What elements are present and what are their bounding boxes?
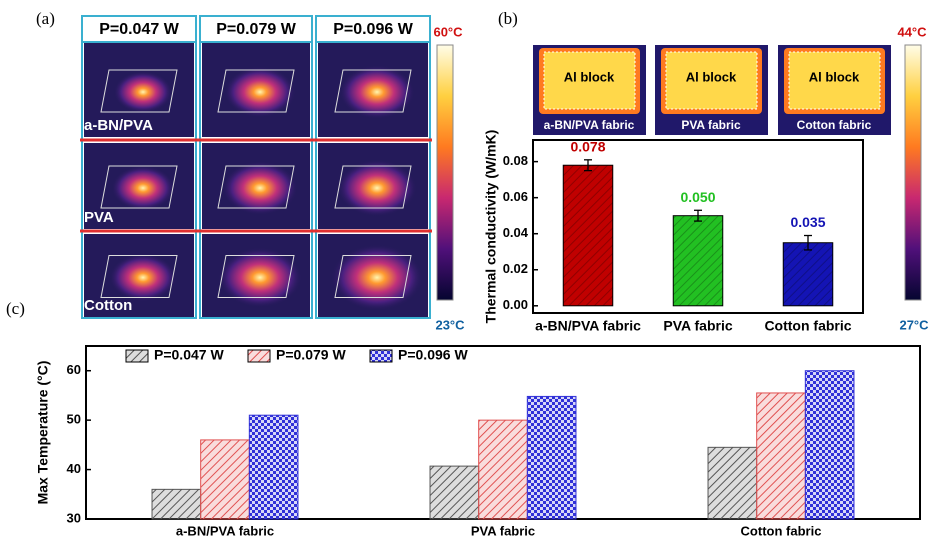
colorbar-min: 23°C [435,317,465,332]
hot-spot [222,161,298,215]
legend-label: P=0.096 W [398,347,468,363]
hot-spot [224,66,296,118]
legend-swatch [125,349,149,363]
error-bar [694,209,702,222]
bar [429,465,480,520]
bar [200,439,250,520]
x-tick-label: Cotton fabric [741,523,822,538]
column-header: P=0.079 W [216,21,297,38]
al-block [665,51,758,110]
error-bar [804,234,812,251]
y-tick-label: 0.00 [503,297,528,312]
image-label: Cotton fabric [797,118,872,132]
bar [707,446,758,520]
block-label: Al block [809,69,860,84]
sample-outline [217,255,295,298]
panel-label: (a) [36,9,55,28]
block-label: Al block [564,69,615,84]
column-header: P=0.047 W [99,21,180,38]
y-tick-label: 40 [67,461,81,476]
al-block [788,51,881,110]
sample-outline [217,69,295,113]
bar [672,215,724,307]
column-header-box [315,15,431,43]
y-tick-label: 30 [67,510,81,525]
y-tick-label: 0.08 [503,153,528,168]
y-tick-label: 60 [67,362,81,377]
bar [782,242,834,307]
bar [248,414,299,520]
colorbar [436,44,454,301]
bar [526,395,577,520]
sample-outline [334,255,412,298]
hot-spot [111,165,175,211]
image-label: a-BN/PVA fabric [544,118,635,132]
colorbar-max: 60°C [433,24,463,39]
image-label: PVA fabric [681,118,741,132]
y-tick-label: 0.04 [503,225,529,240]
sample-outline [334,165,412,209]
legend-label: P=0.047 W [154,347,224,363]
column-frame [199,41,313,319]
value-label: 0.078 [570,139,605,155]
row-label: a-BN/PVA [84,117,153,134]
legend-swatch [369,349,393,363]
x-tick-label: PVA fabric [471,523,535,538]
y-axis-label: Thermal conductivity (W/mK) [483,130,499,324]
column-header: P=0.096 W [333,21,414,38]
error-bar [584,159,592,172]
y-axis-label: Max Temperature (°C) [35,361,51,505]
x-tick-label: a-BN/PVA fabric [176,523,274,538]
bar [151,488,202,520]
bar [478,419,528,520]
row-label: Cotton [84,297,132,314]
x-tick-label: Cotton fabric [764,318,851,334]
legend-swatch [247,349,271,363]
legend-label: P=0.079 W [276,347,346,363]
y-tick-label: 50 [67,412,81,427]
y-tick-label: 0.02 [503,261,528,276]
hot-spot [218,247,302,308]
sample-outline [100,165,178,209]
hot-spot [109,253,177,302]
bar [756,392,806,520]
bar [562,164,614,307]
sample-outline [100,255,178,298]
hot-spot [337,159,417,217]
plot-frame [532,139,864,314]
colorbar-max: 44°C [897,24,927,39]
colorbar [904,44,922,301]
x-tick-label: PVA fabric [663,318,732,334]
sample-outline [217,165,295,209]
bar [804,370,855,520]
al-block [543,51,636,110]
panel-label: (c) [6,299,25,318]
column-frame [81,41,197,319]
y-tick-label: 0.06 [503,189,528,204]
x-tick-label: a-BN/PVA fabric [535,318,641,334]
block-label: Al block [686,69,737,84]
row-label: PVA [84,209,114,226]
value-label: 0.050 [680,189,715,205]
sample-outline [334,69,412,113]
column-frame [315,41,431,319]
hot-spot [330,244,424,311]
panel-label: (b) [498,9,518,28]
hot-spot [113,71,173,113]
colorbar-min: 27°C [899,317,929,332]
sample-outline [100,69,178,113]
value-label: 0.035 [790,214,825,230]
hot-spot [339,65,415,119]
